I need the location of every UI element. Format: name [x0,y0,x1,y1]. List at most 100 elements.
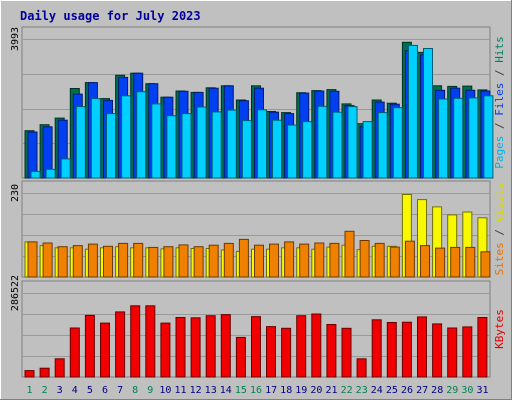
bar-sites-day-20 [314,242,325,278]
x-tick-label: 7 [117,385,123,396]
bar-kbytes-day-10 [160,322,171,378]
bar-sites-day-14 [223,242,234,278]
top-panel-axis-label-part: / [493,63,506,83]
bar-sites-day-8 [133,242,144,278]
x-tick-label: 9 [147,385,153,396]
bar-pages-day-29 [453,97,464,179]
bar-pages-day-7 [121,95,132,179]
bar-kbytes-day-16 [251,316,261,378]
mid-panel-axis-label-part: / [493,222,506,242]
x-tick-label: 5 [87,385,93,396]
bar-kbytes-day-17 [266,326,276,378]
bar-kbytes-day-24 [371,319,382,378]
bar-sites-day-12 [193,246,204,278]
bar-pages-day-1 [30,170,41,179]
bar-pages-day-10 [166,115,177,179]
bar-pages-day-4 [75,106,86,179]
bar-sites-day-30 [465,246,476,278]
mid-panel-axis-label-part: Visits [493,183,506,223]
x-tick-label: 30 [461,385,473,396]
x-tick-label: 26 [401,385,413,396]
x-tick-label: 14 [220,385,232,396]
bar-sites-day-1 [27,241,38,278]
bar-sites-day-18 [284,241,295,278]
x-tick-label: 28 [431,385,443,396]
top-panel-axis-label-part: Pages [493,136,506,169]
bar-sites-day-2 [42,242,53,278]
x-tick-label: 17 [265,385,277,396]
bar-kbytes-day-21 [326,324,337,378]
bar-sites-day-9 [148,246,159,278]
bar-kbytes-day-15 [235,336,246,378]
top-panel-axis-label-part: Files [493,83,506,116]
x-tick-label: 3 [57,385,63,396]
x-tick-label: 10 [159,385,171,396]
bar-kbytes-day-13 [205,315,216,378]
mid-panel-axis-label-part: Sites [493,242,506,275]
bar-sites-day-3 [57,246,68,278]
x-tick-label: 23 [356,385,368,396]
bar-sites-day-17 [269,243,279,278]
bar-pages-day-24 [377,112,388,179]
x-tick-label: 21 [325,385,337,396]
bar-kbytes-day-7 [115,311,126,378]
bar-sites-day-7 [118,242,129,278]
bar-kbytes-day-1 [24,370,35,378]
x-tick-label: 27 [416,385,428,396]
x-tick-label: 6 [102,385,108,396]
bar-pages-day-27 [423,48,433,179]
bar-pages-day-19 [302,121,313,179]
top-panel-axis-label-part: / [493,116,506,136]
bar-pages-day-20 [317,105,328,179]
chart-title: Daily usage for July 2023 [20,9,201,23]
x-tick-label: 19 [295,385,307,396]
bar-sites-day-19 [299,243,310,278]
bar-kbytes-day-12 [190,317,201,378]
bar-sites-day-29 [450,246,461,278]
bar-sites-day-31 [480,251,491,278]
bar-pages-day-16 [257,109,267,179]
x-tick-label: 12 [190,385,202,396]
bar-pages-day-22 [347,106,358,179]
x-tick-label: 18 [280,385,292,396]
bar-pages-day-3 [60,158,71,179]
bar-sites-day-13 [208,244,219,278]
bar-kbytes-day-4 [69,327,80,378]
bar-kbytes-day-3 [54,358,65,378]
x-tick-label: 8 [132,385,138,396]
x-tick-label: 25 [386,385,398,396]
bar-pages-day-9 [151,103,162,179]
bar-kbytes-day-9 [145,305,156,378]
bar-pages-day-15 [241,120,252,179]
bot-panel-ymax-label: 286522 [10,275,21,311]
bar-kbytes-day-27 [417,316,427,378]
bar-kbytes-day-22 [341,327,352,378]
top-panel-axis-label: Pages / Files / Hits [493,36,506,169]
bar-pages-day-18 [287,124,298,179]
bar-sites-day-23 [359,240,370,278]
bar-pages-day-12 [196,106,207,179]
x-tick-label: 31 [476,385,488,396]
bar-kbytes-day-31 [477,317,488,378]
bar-pages-day-21 [332,111,343,179]
bar-kbytes-day-20 [311,313,322,378]
bar-pages-day-30 [468,97,479,179]
bar-sites-day-21 [329,242,340,278]
x-tick-label: 16 [250,385,262,396]
x-tick-label: 13 [205,385,217,396]
x-tick-label: 29 [446,385,458,396]
bar-kbytes-day-19 [296,315,307,378]
x-tick-label: 11 [174,385,186,396]
top-panel-ymax-label: 3993 [10,27,21,51]
x-tick-label: 4 [72,385,78,396]
bar-pages-day-31 [483,95,494,179]
bar-kbytes-day-25 [386,322,397,378]
bar-sites-day-4 [72,245,83,278]
top-panel-axis-label-part: Hits [493,36,506,63]
bar-sites-day-24 [374,242,385,278]
bar-kbytes-day-6 [100,322,110,378]
bar-kbytes-day-23 [356,358,367,378]
mid-panel-axis-label: Sites / Visits [493,183,506,276]
bar-sites-day-27 [420,245,430,278]
bar-sites-day-5 [87,243,98,278]
